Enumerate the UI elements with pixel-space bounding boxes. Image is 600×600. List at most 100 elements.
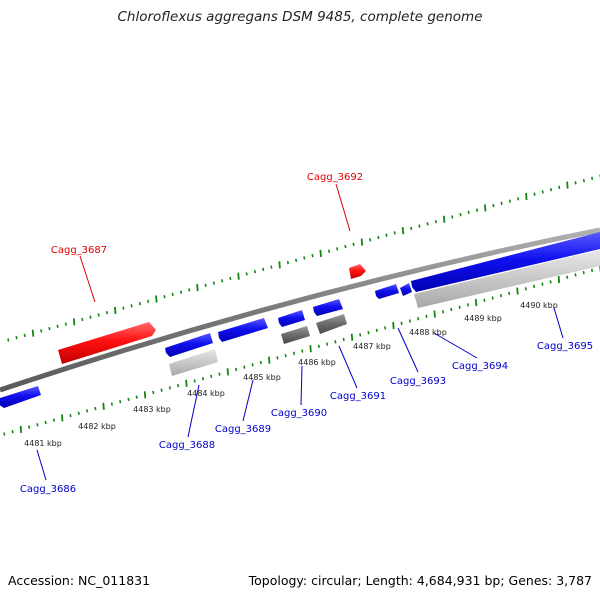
minor-tick <box>317 344 320 349</box>
minor-tick <box>171 292 174 297</box>
minor-tick <box>491 296 494 300</box>
minor-tick <box>326 342 329 346</box>
major-tick <box>401 227 405 235</box>
minor-tick <box>64 322 67 326</box>
gene-arrow-cagg-3686[interactable] <box>0 386 41 408</box>
minor-tick <box>549 280 552 284</box>
minor-tick <box>253 270 257 274</box>
minor-tick <box>590 268 594 272</box>
minor-tick <box>152 390 155 395</box>
minor-tick <box>541 282 544 286</box>
minor-tick <box>204 283 207 287</box>
leader-line-cagg-3695 <box>553 307 564 339</box>
minor-tick <box>508 291 511 296</box>
leader-line-cagg-3687 <box>79 255 96 303</box>
leader-line-cagg-3693 <box>397 327 419 373</box>
minor-tick <box>524 287 527 291</box>
major-tick <box>525 192 528 201</box>
gene-label-cagg-3688[interactable]: Cagg_3688 <box>159 440 215 451</box>
gene-labels: Cagg_3686 Cagg_3687 Cagg_3688 Cagg_3689 … <box>20 172 593 495</box>
minor-tick <box>138 301 141 306</box>
minor-tick <box>385 233 388 237</box>
gene-arrow-cagg-3689[interactable] <box>218 318 268 342</box>
minor-tick <box>400 321 403 325</box>
minor-tick <box>3 432 6 436</box>
minor-tick <box>212 281 215 285</box>
minor-tick <box>499 294 503 298</box>
minor-tick <box>130 304 133 308</box>
gene-arrow-cagg-3693[interactable] <box>375 284 399 299</box>
minor-tick <box>235 367 238 372</box>
leader-line-cagg-3688 <box>187 384 200 438</box>
kbp-labels: 4481 kbp 4482 kbp 4483 kbp 4484 kbp 4485… <box>24 301 558 448</box>
major-tick <box>61 414 64 422</box>
gene-label-cagg-3691[interactable]: Cagg_3691 <box>330 391 386 402</box>
minor-tick <box>77 411 80 415</box>
minor-tick <box>311 254 314 258</box>
major-tick <box>72 318 76 326</box>
minor-tick <box>122 306 125 310</box>
gene-arrow-cagg-3695[interactable] <box>411 232 600 292</box>
gene-arrow-cagg-3694[interactable] <box>400 283 412 296</box>
major-tick <box>226 368 229 376</box>
gene-label-cagg-3694[interactable]: Cagg_3694 <box>452 361 508 372</box>
major-tick <box>185 379 188 387</box>
minor-tick <box>160 388 163 392</box>
minor-tick <box>259 360 262 365</box>
minor-tick <box>441 310 445 314</box>
minor-tick <box>574 181 577 185</box>
gene-label-cagg-3686[interactable]: Cagg_3686 <box>20 484 76 495</box>
kbp-label: 4489 kbp <box>464 314 502 323</box>
minor-tick <box>286 260 289 265</box>
gene-arrow-cagg-3692[interactable] <box>349 264 366 279</box>
minor-tick <box>467 210 470 215</box>
accession-label: Accession: NC_011831 <box>8 573 151 588</box>
gene-arrow-cagg-3690[interactable] <box>278 310 305 327</box>
major-tick <box>360 238 364 246</box>
minor-tick <box>500 201 503 205</box>
gene-arrow-cagg-3688[interactable] <box>165 333 213 357</box>
kbp-label: 4488 kbp <box>409 328 447 337</box>
minor-tick <box>566 275 569 279</box>
minor-tick <box>434 219 437 224</box>
minor-tick <box>517 197 520 201</box>
gene-label-cagg-3693[interactable]: Cagg_3693 <box>390 376 446 387</box>
gene-label-cagg-3689[interactable]: Cagg_3689 <box>215 424 271 435</box>
minor-tick <box>119 400 122 404</box>
minor-tick <box>15 336 18 340</box>
minor-tick <box>193 379 196 383</box>
minor-tick <box>243 365 246 369</box>
gene-label-cagg-3687[interactable]: Cagg_3687 <box>51 245 107 256</box>
gene-arrow-cagg-3691[interactable] <box>313 299 343 316</box>
minor-tick <box>69 413 72 418</box>
minor-tick <box>52 418 56 422</box>
minor-tick <box>23 333 26 338</box>
minor-tick <box>393 231 396 235</box>
minor-tick <box>459 213 462 217</box>
gene-label-cagg-3690[interactable]: Cagg_3690 <box>271 408 327 419</box>
major-tick <box>31 329 35 337</box>
minor-tick <box>344 244 347 249</box>
rna-feature-cagg-3691 <box>316 314 347 334</box>
minor-tick <box>375 328 378 332</box>
minor-tick <box>336 247 339 251</box>
minor-tick <box>408 319 411 323</box>
gene-label-cagg-3695[interactable]: Cagg_3695 <box>537 341 593 352</box>
kbp-label: 4486 kbp <box>298 358 336 367</box>
rna-feature-cagg-3695 <box>414 250 600 308</box>
major-tick <box>268 356 271 364</box>
minor-tick <box>127 397 130 402</box>
gene-label-cagg-3692[interactable]: Cagg_3692 <box>307 172 363 183</box>
minor-tick <box>218 372 221 376</box>
minor-tick <box>147 299 150 303</box>
minor-tick <box>303 256 306 260</box>
minor-tick <box>262 267 265 272</box>
minor-tick <box>417 317 420 321</box>
minor-tick <box>458 305 461 309</box>
gene-features <box>0 232 600 408</box>
minor-tick <box>292 351 296 355</box>
gene-arrow-cagg-3687[interactable] <box>58 322 156 364</box>
leader-line-cagg-3686 <box>36 449 47 481</box>
major-tick <box>196 284 199 292</box>
